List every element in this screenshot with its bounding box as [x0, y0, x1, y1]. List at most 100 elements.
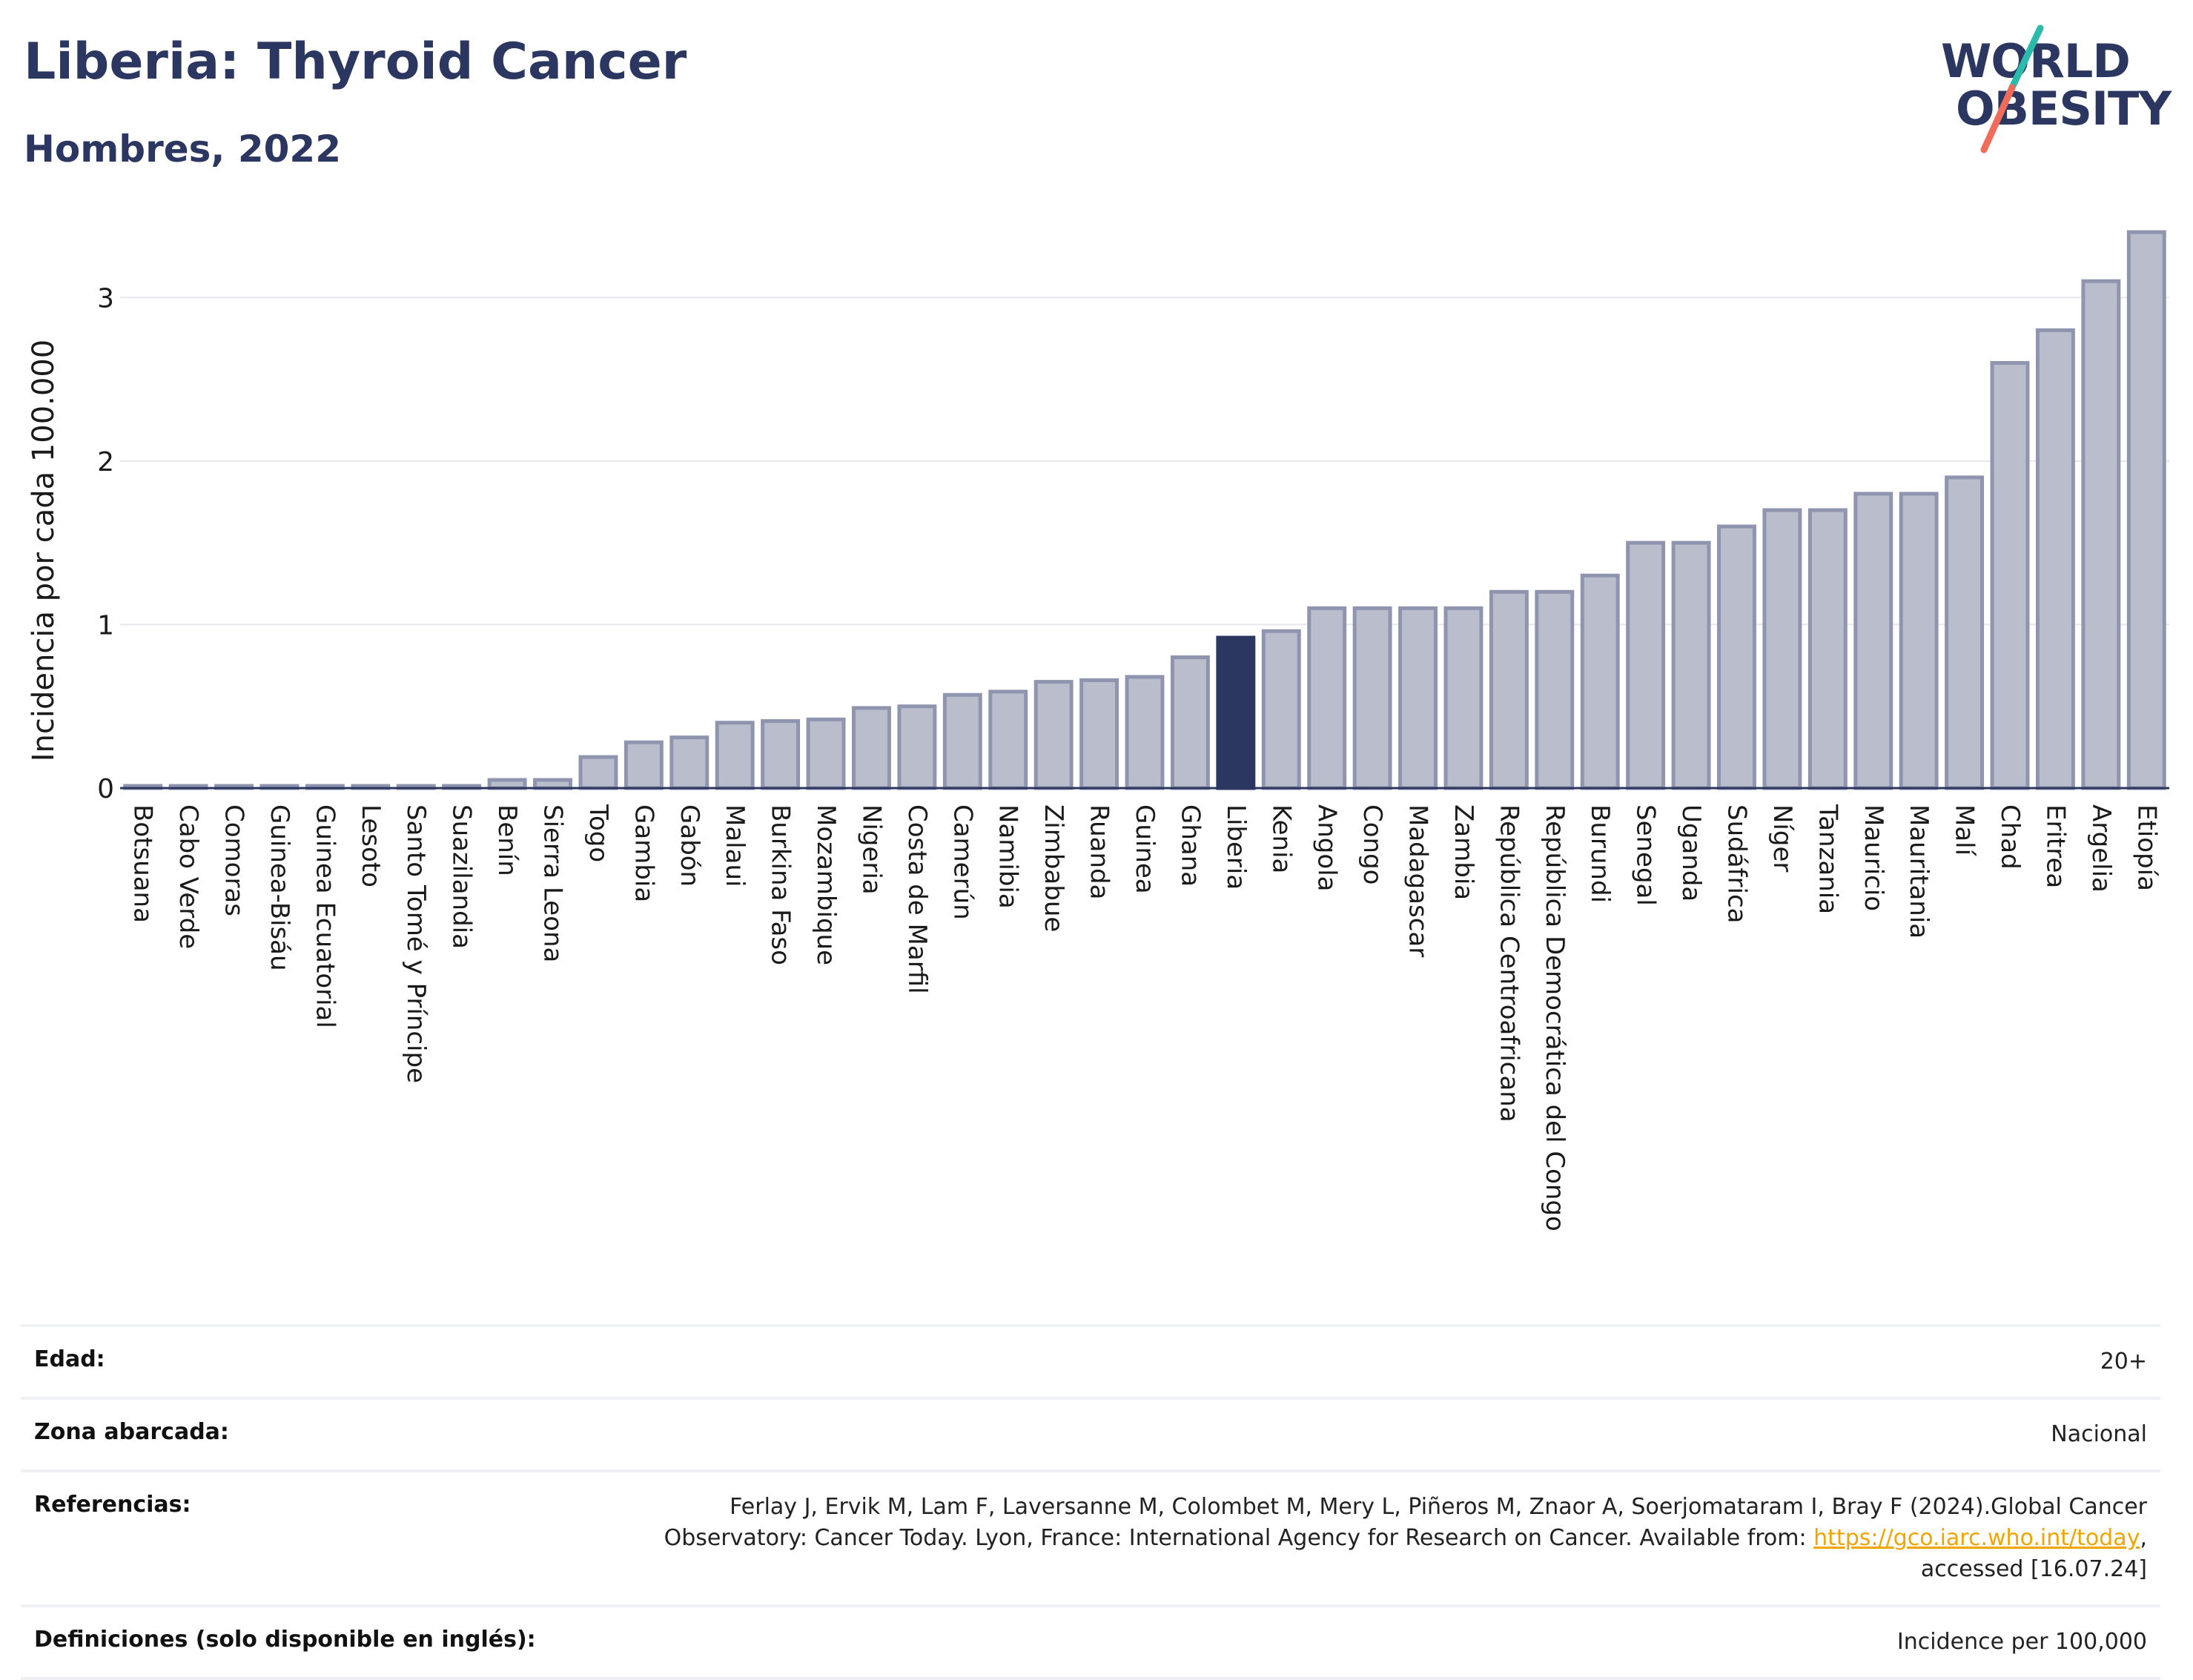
bar-guinea[interactable] — [1125, 675, 1165, 790]
bar-benin[interactable] — [487, 778, 527, 790]
x-tick-label: Eritrea — [2040, 804, 2070, 888]
bar-etiopia[interactable] — [2126, 230, 2166, 790]
x-tick-label: Argelia — [2086, 804, 2116, 893]
page-subtitle: Hombres, 2022 — [24, 128, 341, 171]
page-title: Liberia: Thyroid Cancer — [24, 33, 687, 91]
bar-angola[interactable] — [1307, 606, 1347, 790]
x-tick-label: Suazilandia — [447, 804, 477, 949]
bar-zimbabue[interactable] — [1033, 680, 1074, 790]
x-tick-label: Nigeria — [856, 804, 886, 895]
bar-tanzania[interactable] — [1807, 508, 1848, 790]
bar-kenia[interactable] — [1261, 629, 1301, 790]
bar-mozambique[interactable] — [806, 717, 846, 790]
x-tick-label: Gabón — [675, 804, 704, 887]
bar-mauritania[interactable] — [1899, 492, 1939, 790]
logo-slash-top — [2008, 24, 2044, 91]
bar-congo[interactable] — [1352, 606, 1392, 790]
info-key-age: Edad: — [34, 1346, 105, 1372]
y-axis-label: Incidencia por cada 100.000 — [27, 340, 61, 762]
bar-mali[interactable] — [1945, 475, 1985, 790]
y-tick-label: 0 — [97, 774, 114, 804]
bar-burundi[interactable] — [1580, 573, 1620, 790]
bar-chart: 0 1 2 3 Botsuana Cabo Verde Comoras Guinea-Bis… — [27, 230, 2169, 1231]
bar-republica-democratica-del-congo[interactable] — [1535, 589, 1575, 790]
x-tick-label: Guinea — [1130, 804, 1160, 894]
bar-argelia[interactable] — [2081, 279, 2121, 790]
bar-niger[interactable] — [1762, 508, 1802, 790]
bar-togo[interactable] — [578, 755, 618, 790]
x-tick-label: República Democrática del Congo — [1540, 804, 1570, 1231]
info-row-definitions: Definiciones (solo disponible en inglés)… — [21, 1604, 2160, 1680]
x-tick-label: Madagascar — [1403, 804, 1433, 957]
bar-eritrea[interactable] — [2035, 328, 2075, 790]
info-key-references: Referencias: — [34, 1492, 191, 1518]
x-tick-label: Gambia — [629, 804, 658, 902]
x-tick-label: Camerún — [947, 804, 977, 920]
bar-chad[interactable] — [1990, 360, 2030, 790]
x-tick-label: Liberia — [1221, 804, 1251, 890]
x-tick-label: Uganda — [1676, 804, 1706, 902]
bar-namibia[interactable] — [988, 689, 1028, 790]
bars — [123, 230, 2166, 790]
x-tick-label: Malaui — [720, 804, 750, 887]
x-tick-label: Guinea Ecuatorial — [310, 804, 340, 1028]
bar-sudafrica[interactable] — [1717, 524, 1756, 790]
x-tick-label: Comoras — [219, 804, 249, 916]
world-obesity-logo: WORLD OBESITY — [1935, 22, 2180, 156]
x-tick-label: Namibia — [993, 804, 1023, 909]
x-tick-label: Benín — [492, 804, 522, 876]
y-tick-label: 2 — [97, 447, 114, 477]
y-tick-label: 1 — [97, 610, 114, 641]
references-text: Ferlay J, Ervik M, Lam F, Laversanne M, … — [664, 1494, 2147, 1551]
x-tick-label: Tanzania — [1813, 804, 1842, 914]
references-link[interactable]: https://gco.iarc.who.int/today — [1813, 1525, 2140, 1551]
references-accessed: , accessed [16.07.24] — [1920, 1525, 2147, 1582]
x-tick-label: Lesoto — [356, 804, 386, 887]
x-tick-label: Congo — [1357, 804, 1387, 884]
bar-mauricio[interactable] — [1853, 492, 1893, 790]
bar-uganda[interactable] — [1671, 540, 1711, 790]
x-tick-label: Ghana — [1175, 804, 1205, 887]
info-key-area: Zona abarcada: — [34, 1419, 229, 1445]
bar-burkina-faso[interactable] — [761, 719, 801, 790]
bar-nigeria[interactable] — [852, 706, 891, 790]
x-tick-label: Etiopía — [2131, 804, 2161, 891]
x-tick-label: Ruanda — [1085, 804, 1114, 899]
info-value-area: Nacional — [2051, 1421, 2147, 1447]
x-tick-label: Mozambique — [811, 804, 841, 965]
x-tick-label: Mauritania — [1904, 804, 1934, 939]
y-tick-label: 3 — [97, 283, 114, 314]
bar-madagascar[interactable] — [1398, 606, 1438, 790]
info-value-age: 20+ — [2100, 1349, 2147, 1375]
x-tick-label: Guinea-Bisáu — [265, 804, 294, 971]
bar-republica-centroafricana[interactable] — [1489, 589, 1529, 790]
x-tick-label: Zambia — [1449, 804, 1478, 900]
logo-slash-bottom — [1980, 84, 2016, 153]
bar-gabon[interactable] — [669, 735, 710, 790]
bar-zambia[interactable] — [1443, 606, 1484, 790]
info-value-references: Ferlay J, Ervik M, Lam F, Laversanne M, … — [627, 1492, 2147, 1585]
bar-liberia[interactable] — [1216, 635, 1256, 790]
bar-sierra-leona[interactable] — [533, 778, 572, 790]
x-tick-label: Burundi — [1585, 804, 1615, 903]
bar-costa-de-marfil[interactable] — [897, 704, 937, 790]
info-key-definitions: Definiciones (solo disponible en inglés)… — [34, 1627, 536, 1653]
info-row-area: Zona abarcada: Nacional — [21, 1397, 2160, 1469]
x-tick-label: Sierra Leona — [538, 804, 568, 962]
bar-camerun[interactable] — [942, 692, 982, 790]
x-tick-label: República Centroafricana — [1494, 804, 1524, 1122]
bar-senegal[interactable] — [1626, 540, 1666, 790]
bar-malaui[interactable] — [715, 721, 755, 790]
bar-ghana[interactable] — [1170, 655, 1210, 790]
x-tick-label: Chad — [1995, 804, 2025, 870]
x-tick-label: Angola — [1312, 804, 1342, 891]
y-tick-labels: 0 1 2 3 — [97, 283, 114, 804]
logo-line-2: OBESITY — [1956, 82, 2172, 136]
x-tick-label: Togo — [583, 804, 613, 862]
x-tick-label: Costa de Marfil — [902, 804, 932, 994]
x-tick-label: Cabo Verde — [173, 804, 203, 949]
bar-ruanda[interactable] — [1079, 678, 1119, 790]
x-tick-label: Malí — [1950, 804, 1979, 857]
bar-gambia[interactable] — [624, 740, 664, 790]
x-tick-label: Kenia — [1266, 804, 1296, 873]
